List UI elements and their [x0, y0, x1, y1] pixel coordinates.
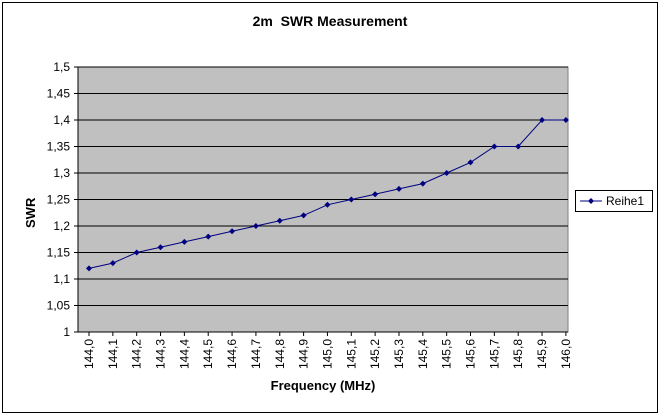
y-tick-label: 1,25	[47, 193, 71, 207]
data-point	[562, 117, 569, 123]
y-tick-label: 1,4	[53, 113, 70, 127]
legend-marker-icon	[580, 198, 602, 204]
x-tick-label: 145,5	[440, 339, 454, 369]
x-tick-label: 146,0	[559, 339, 573, 369]
x-tick-label: 144,6	[225, 339, 239, 369]
x-axis-title: Frequency (MHz)	[270, 378, 376, 393]
data-point	[252, 223, 259, 229]
data-point	[467, 159, 474, 166]
data-point	[86, 265, 92, 272]
data-point	[324, 201, 331, 208]
data-point	[491, 143, 498, 150]
x-tick-label: 144,2	[130, 339, 144, 369]
x-tick-label: 144,9	[297, 339, 311, 369]
y-tick-label: 1,45	[47, 87, 71, 101]
x-tick-label: 145,6	[464, 339, 478, 369]
x-tick-label: 145,4	[416, 339, 430, 369]
x-tick-label: 144,8	[273, 339, 287, 369]
data-point	[419, 180, 426, 187]
x-tick-label: 144,4	[177, 339, 191, 369]
data-point	[348, 196, 355, 203]
y-tick-label: 1,3	[53, 166, 70, 180]
y-tick-label: 1,15	[47, 246, 71, 260]
legend: Reihe1	[575, 190, 653, 212]
chart-title: 2m SWR Measurement	[252, 13, 408, 29]
data-point	[372, 191, 379, 198]
data-point	[181, 238, 188, 245]
data-point	[539, 117, 546, 123]
x-tick-label: 145,2	[368, 339, 382, 369]
data-point	[229, 228, 236, 235]
legend-label-series: Reihe1	[606, 194, 645, 208]
x-tick-label: 145,3	[392, 339, 406, 369]
data-point	[395, 185, 402, 192]
x-tick-label: 145,0	[320, 339, 334, 369]
data-point	[443, 170, 450, 176]
y-tick-label: 1	[63, 325, 70, 339]
data-point	[300, 212, 307, 219]
x-tick-label: 145,7	[487, 339, 501, 369]
data-point	[205, 233, 212, 240]
data-point	[276, 217, 283, 224]
y-tick-label: 1,1	[53, 272, 70, 286]
x-tick-label: 145,8	[511, 339, 525, 369]
x-tick-label: 144,7	[249, 339, 263, 369]
data-point	[133, 249, 140, 256]
y-tick-label: 1,05	[47, 299, 71, 313]
x-tick-label: 144,3	[154, 339, 168, 369]
x-tick-label: 145,1	[344, 339, 358, 369]
y-tick-label: 1,5	[53, 60, 70, 74]
data-point	[515, 143, 522, 150]
data-point	[157, 244, 164, 251]
x-tick-label: 145,9	[535, 339, 549, 369]
x-tick-label: 144,1	[106, 339, 120, 369]
x-tick-label: 144,5	[201, 339, 215, 369]
y-tick-label: 1,2	[53, 219, 70, 233]
y-tick-label: 1,35	[47, 140, 71, 154]
x-tick-label: 144,0	[82, 339, 96, 369]
data-point	[109, 260, 116, 267]
